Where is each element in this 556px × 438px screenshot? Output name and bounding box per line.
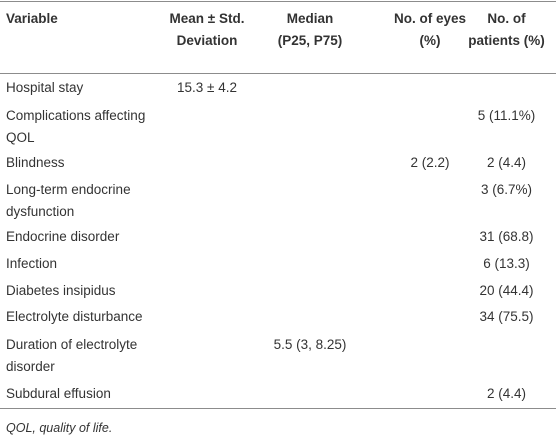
- top-rule: [0, 1, 556, 2]
- row-label: Blindness: [6, 155, 65, 170]
- bottom-rule: [0, 408, 556, 409]
- footnote: QOL, quality of life.: [6, 421, 113, 435]
- cell-value: 34 (75.5): [479, 309, 534, 324]
- row-label: Electrolyte disturbance: [6, 309, 143, 324]
- cell-value: 2 (2.2): [410, 155, 450, 170]
- row-label: Infection: [6, 256, 58, 271]
- row-label: Complications affecting QOL: [6, 108, 146, 145]
- row-label: Subdural effusion: [6, 386, 111, 401]
- column-header: No. of patients (%): [468, 11, 545, 48]
- cell-value: 2 (4.4): [486, 155, 527, 170]
- column-header: Mean ± Std. Deviation: [169, 11, 245, 48]
- column-header: Median (P25, P75): [277, 11, 343, 48]
- cell-value: 3 (6.7%): [480, 182, 533, 197]
- row-label: Hospital stay: [6, 80, 84, 95]
- column-header: No. of eyes (%): [393, 11, 467, 48]
- cell-value: 6 (13.3): [483, 256, 530, 271]
- row-label: Long-term endocrine dysfunction: [6, 182, 131, 219]
- cell-value: 5 (11.1%): [477, 108, 536, 123]
- column-header: Variable: [6, 11, 58, 26]
- row-label: Endocrine disorder: [6, 229, 120, 244]
- row-label: Duration of electrolyte disorder: [6, 337, 138, 374]
- header-rule: [0, 73, 556, 74]
- cell-value: 15.3 ± 4.2: [177, 80, 237, 95]
- cell-value: 20 (44.4): [479, 283, 534, 298]
- cell-value: 5.5 (3, 8.25): [273, 337, 347, 352]
- cell-value: 31 (68.8): [479, 229, 534, 244]
- row-label: Diabetes insipidus: [6, 283, 116, 298]
- cell-value: 2 (4.4): [486, 386, 527, 401]
